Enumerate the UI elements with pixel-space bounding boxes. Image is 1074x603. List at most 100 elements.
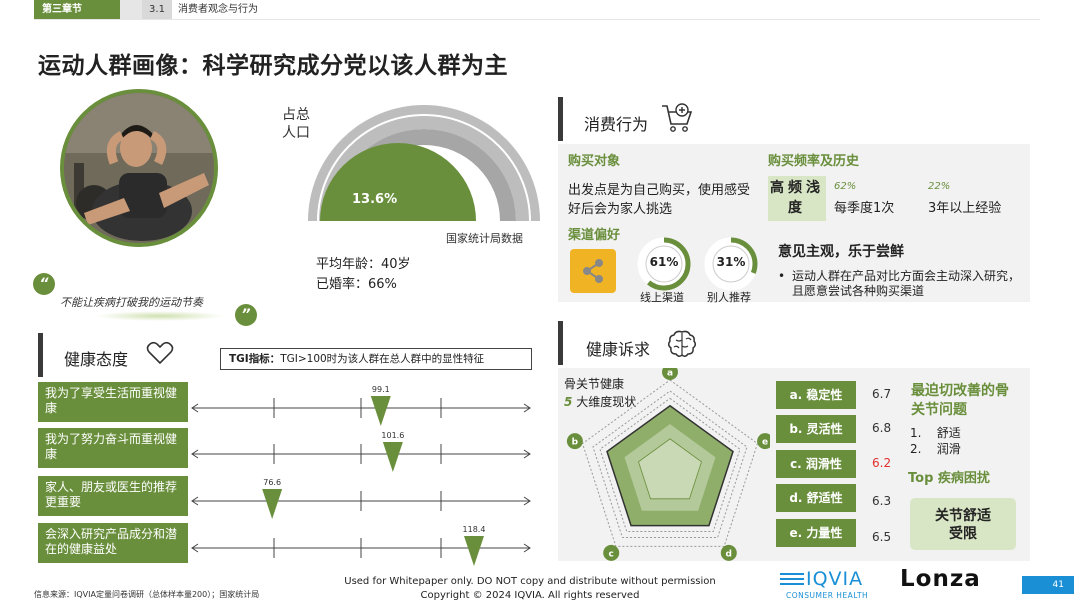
top-disease-title: Top 疾病困扰 xyxy=(908,471,990,486)
radar-axis-label-c: c xyxy=(609,549,614,559)
quote-highlight xyxy=(95,311,225,321)
radar-subtitle-num: 5 xyxy=(564,395,573,409)
referral-channel-label: 别人推荐 xyxy=(707,291,751,304)
population-source: 国家统计局数据 xyxy=(446,232,523,245)
tgi-axis-arrow-left xyxy=(191,496,199,506)
data-source: 信息来源：IQVIA定量问卷调研（总体样本量200）；国家统计局 xyxy=(34,590,260,599)
urgent-issue-2-text: 润滑 xyxy=(936,442,961,456)
health-demand-heading: 健康诉求 xyxy=(586,340,651,359)
dimension-e-score: 6.5 xyxy=(872,530,892,544)
radar-subtitle: 5 大维度现状 xyxy=(564,393,636,410)
radar-axis-label-b: b xyxy=(572,438,579,448)
tgi-value-label: 99.1 xyxy=(372,385,390,394)
share-icon xyxy=(570,249,616,293)
chapter-tag: 第三章节 xyxy=(34,0,120,19)
tgi-marker xyxy=(370,396,391,426)
copyright-text: Copyright © 2024 IQVIA. All rights reser… xyxy=(420,590,640,601)
consumption-heading-bar xyxy=(558,97,563,141)
usage-notice: Used for Whitepaper only. DO NOT copy an… xyxy=(344,576,716,587)
radar-axis-label-d: d xyxy=(726,549,732,559)
joint-health-radar: a e d c b xyxy=(566,368,770,561)
profile-quote: 不能让疾病打破我的运动节奏 xyxy=(60,296,203,309)
radar-core-area xyxy=(638,438,702,500)
online-channel-label: 线上渠道 xyxy=(640,291,684,304)
tgi-axis-arrow-right xyxy=(523,496,531,506)
heart-icon xyxy=(146,341,174,365)
radar-axis-label-a: a xyxy=(667,369,673,379)
online-channel-ring xyxy=(637,237,691,291)
iqvia-mark-icon xyxy=(780,573,804,585)
tgi-axis-arrow-left xyxy=(191,449,199,459)
urgent-issue-2: 2. 润滑 xyxy=(910,442,961,456)
health-attitude-heading: 健康态度 xyxy=(64,350,129,369)
radar-axis-badge-e xyxy=(757,433,770,450)
quote-close-icon: ” xyxy=(235,304,257,326)
dimension-b-score: 6.8 xyxy=(872,421,892,435)
urgent-issue-list: 1. 舒适 2. 润滑 xyxy=(910,425,961,457)
tgi-chart: 99.1 101.6 76.6 118.4 xyxy=(191,385,531,566)
consumption-panel xyxy=(558,144,1030,302)
bullet-dot: • xyxy=(778,269,786,283)
iqvia-logo-text: IQVIA xyxy=(806,568,864,590)
frequency-pct-2: 22% xyxy=(928,181,951,192)
quote-open-icon: “ xyxy=(33,273,55,295)
radar-axis-badge-d xyxy=(720,544,737,561)
married-rate: 已婚率：66% xyxy=(316,277,397,292)
online-channel-value: 61% xyxy=(649,255,679,269)
radar-axis-badge-c xyxy=(603,544,620,561)
attitude-row-label-1: 我为了享受生活而重视健康 xyxy=(38,382,188,422)
frequency-badge: 高频浅度 xyxy=(768,176,826,221)
purchase-target-text: 出发点是为自己购买，使用感受好后会为家人挑选 xyxy=(568,183,751,217)
brain-icon xyxy=(667,330,697,358)
frequency-label-1: 每季度1次 xyxy=(834,201,895,216)
average-age: 平均年龄：40岁 xyxy=(316,257,411,272)
tgi-value-label: 101.6 xyxy=(381,431,404,440)
opinion-title: 意见主观，乐于尝鲜 xyxy=(778,244,904,260)
section-name: 消费者观念与行为 xyxy=(178,4,258,15)
header-divider xyxy=(34,19,1040,20)
lonza-logo: Lonza xyxy=(900,566,981,592)
chapter-tag-spacer xyxy=(120,0,142,19)
person-illustration xyxy=(64,93,214,243)
section-number: 3.1 xyxy=(142,0,172,19)
dimension-b-label: b. 灵活性 xyxy=(776,415,856,443)
dimension-d-label: d. 舒适性 xyxy=(776,484,856,512)
tgi-marker xyxy=(382,442,403,472)
attitude-row-label-3: 家人、朋友或医生的推荐更重要 xyxy=(38,476,188,516)
referral-channel-value: 31% xyxy=(716,255,746,269)
tgi-axis-arrow-right xyxy=(523,449,531,459)
tgi-note-label: TGI指标： xyxy=(229,353,281,365)
frequency-pct-1: 62% xyxy=(834,181,857,192)
page-title: 运动人群画像：科学研究成分党以该人群为主 xyxy=(38,53,508,79)
tgi-axis-arrow-right xyxy=(523,543,531,553)
tgi-marker xyxy=(463,536,484,566)
radar-title: 骨关节健康 xyxy=(564,377,625,391)
purchase-frequency-title: 购买频率及历史 xyxy=(768,154,860,169)
opinion-bullet: 运动人群在产品对比方面会主动深入研究，且愿意尝试各种购买渠道 xyxy=(792,269,1021,298)
radar-axis-label-e: e xyxy=(762,438,768,448)
dimension-c-score: 6.2 xyxy=(872,456,892,470)
tgi-marker xyxy=(262,489,283,519)
purchase-target-title: 购买对象 xyxy=(568,154,621,169)
population-percent: 13.6% xyxy=(352,192,398,207)
top-disease-badge: 关节舒适受限 xyxy=(910,498,1016,550)
page-number: 41 xyxy=(1022,576,1074,594)
health-attitude-heading-bar xyxy=(38,333,43,377)
tgi-axis-arrow-right xyxy=(523,403,531,413)
attitude-row-label-2: 我为了努力奋斗而重视健康 xyxy=(38,428,188,468)
radar-ring xyxy=(599,397,741,533)
tgi-note-text: TGI>100时为该人群在总人群中的显性特征 xyxy=(280,353,485,365)
person-photo xyxy=(60,89,218,247)
dimension-a-score: 6.7 xyxy=(872,387,892,401)
urgent-issue-title: 最迫切改善的骨关节问题 xyxy=(911,383,1009,418)
population-gauge xyxy=(308,105,540,222)
frequency-label-2: 3年以上经验 xyxy=(928,201,1002,216)
channel-title: 渠道偏好 xyxy=(568,228,621,243)
tgi-note: TGI指标：TGI>100时为该人群在总人群中的显性特征 xyxy=(220,348,532,370)
shopping-cart-icon xyxy=(662,103,693,132)
radar-axis-badge-a xyxy=(662,368,678,380)
urgent-issue-1: 1. 舒适 xyxy=(910,426,961,440)
dimension-e-label: e. 力量性 xyxy=(776,519,856,547)
radar-ring xyxy=(592,390,748,538)
copyright-notice: Used for Whitepaper only. DO NOT copy an… xyxy=(320,575,740,603)
